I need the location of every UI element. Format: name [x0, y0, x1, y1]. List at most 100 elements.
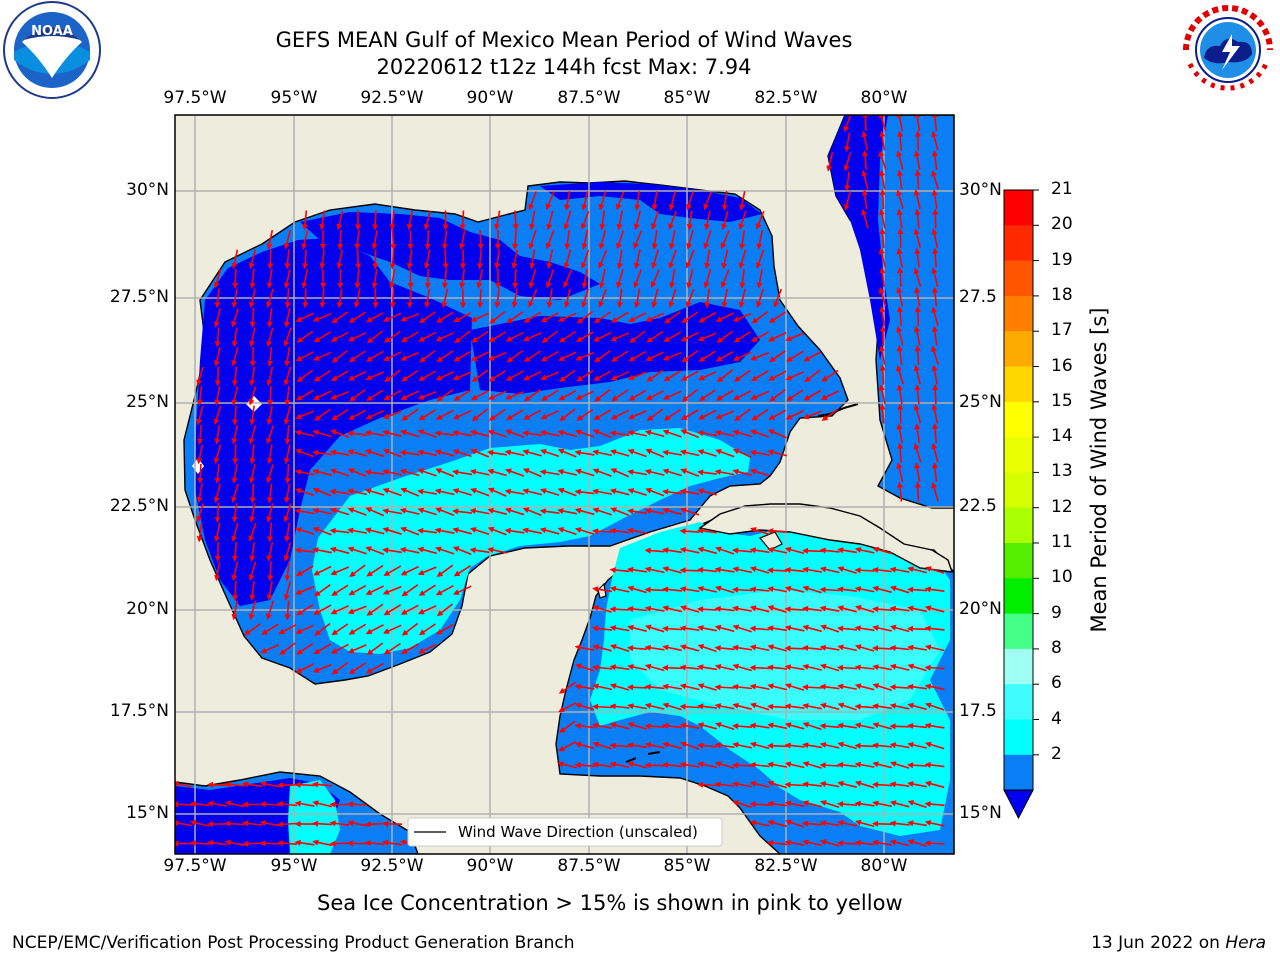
wave-vector-head	[423, 223, 430, 231]
wave-vector-head	[645, 394, 653, 401]
wave-vector-head	[843, 164, 850, 172]
wave-vector-head	[914, 189, 920, 196]
wave-vector-head	[784, 567, 791, 573]
wave-vector-head	[434, 430, 441, 437]
wave-vector-head	[418, 414, 426, 421]
wave-vector-head	[645, 355, 653, 361]
wave-vector-head	[732, 605, 739, 612]
wave-vector-head	[454, 337, 461, 344]
nws-logo	[1181, 3, 1275, 97]
wave-vector-head	[932, 208, 939, 215]
wave-vector-head	[872, 567, 879, 573]
wave-vector-head	[214, 341, 221, 348]
wave-vector-head	[837, 820, 844, 826]
wave-vector-head	[704, 262, 711, 270]
wave-vector-head	[399, 507, 407, 514]
wave-vector-head	[855, 605, 862, 611]
wave-vector-head	[277, 782, 284, 789]
wave-vector-head	[616, 302, 623, 309]
wave-vector-head	[913, 364, 920, 372]
wave-vector-head	[685, 301, 692, 308]
footer-host: Hera	[1225, 933, 1266, 953]
wave-vector-head	[697, 586, 704, 592]
wave-vector-head	[494, 223, 500, 231]
wave-vector-head	[266, 379, 273, 387]
wave-vector-head	[645, 624, 652, 631]
wave-vector-head	[837, 780, 844, 787]
wave-vector-head	[249, 340, 255, 348]
colorbar-segment	[1004, 648, 1033, 685]
wave-vector-head	[295, 316, 303, 322]
wave-vector-head	[214, 516, 221, 523]
wave-vector-head	[249, 497, 256, 504]
wave-vector-head	[365, 628, 373, 635]
wave-vector-head	[196, 457, 203, 465]
wave-vector-head	[314, 415, 321, 421]
wave-vector-head	[679, 683, 687, 690]
wave-vector-head	[546, 281, 552, 289]
wave-vector-head	[231, 341, 238, 348]
wave-vector-head	[750, 355, 757, 361]
lon-label-bottom-1: 97.5°W	[163, 856, 227, 876]
wave-vector-head	[896, 189, 902, 197]
wave-vector-head	[389, 302, 396, 309]
wave-vector-head	[541, 395, 548, 401]
wave-vector-head	[610, 335, 618, 342]
wave-vector-head	[879, 345, 885, 352]
wave-vector-head	[295, 448, 302, 455]
wave-vector-head	[732, 316, 740, 322]
wave-vector-head	[749, 780, 757, 787]
wave-vector-head	[242, 820, 249, 827]
wave-vector-head	[896, 365, 902, 372]
wave-vector-head	[505, 394, 512, 400]
wave-vector-head	[837, 605, 844, 612]
wave-vector-head	[259, 820, 267, 826]
wave-vector-head	[279, 649, 286, 656]
wave-vector-head	[249, 282, 256, 289]
wave-vector-head	[739, 243, 746, 250]
wave-vector-head	[610, 644, 617, 650]
wave-vector-head	[879, 403, 886, 410]
wave-vector-head	[366, 395, 373, 401]
lon-label-top-1: 97.5°W	[163, 88, 227, 108]
wave-vector-head	[644, 566, 652, 573]
wave-vector-head	[664, 317, 671, 324]
wave-vector-head	[644, 586, 651, 593]
honduras-bay-islands	[625, 751, 661, 763]
wave-vector-head	[896, 423, 903, 430]
wave-vector-head	[487, 355, 495, 361]
wave-vector-head	[470, 316, 478, 322]
wave-vector-head	[231, 438, 238, 445]
wave-vector-head	[453, 355, 461, 362]
wave-vector-head	[681, 414, 688, 420]
wave-vector-head	[750, 429, 757, 436]
wave-vector-head	[611, 356, 618, 362]
wave-vector-head	[924, 761, 931, 768]
wave-vector-head	[872, 703, 879, 710]
wave-vector-head	[679, 761, 686, 768]
wave-vector-head	[826, 165, 833, 172]
wave-vector-head	[540, 488, 547, 494]
wave-vector-head	[628, 316, 635, 322]
wave-vector-head	[348, 335, 355, 342]
wave-vector-head	[784, 664, 792, 671]
wave-vector-head	[784, 839, 791, 846]
colorbar-segment	[1004, 719, 1033, 756]
wave-vector-head	[931, 267, 938, 274]
wave-vector-head	[629, 337, 636, 343]
lon-label-top-2: 95°W	[270, 88, 318, 108]
wave-vector-head	[505, 507, 512, 514]
wave-vector-head	[914, 130, 921, 137]
zone-4-6-pacific	[288, 780, 340, 854]
wave-vector-head	[197, 399, 203, 406]
wave-vector-head	[453, 413, 460, 420]
wave-vector-head	[697, 761, 704, 768]
wave-vector-head	[767, 761, 774, 768]
wave-vector-head	[407, 282, 414, 289]
wave-vector-head	[312, 800, 319, 807]
wave-vector-head	[232, 594, 239, 601]
colorbar-label: Mean Period of Wind Waves [s]	[1087, 308, 1111, 633]
colorbar-segment	[1004, 754, 1033, 791]
wave-vector-head	[802, 664, 809, 670]
wave-vector-head	[854, 664, 861, 671]
